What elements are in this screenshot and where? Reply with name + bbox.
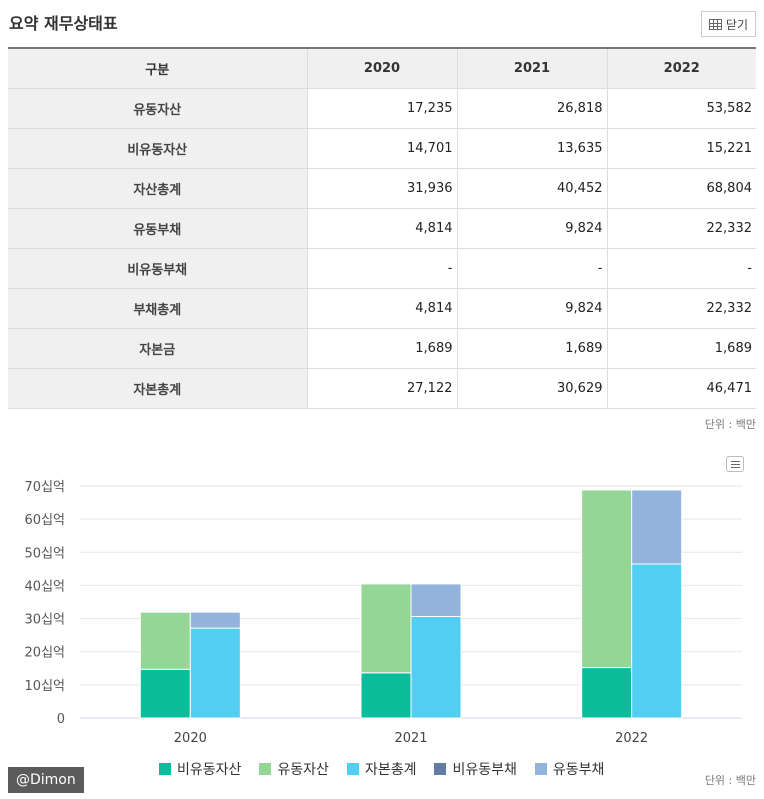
table-cell: 68,804 <box>606 168 756 209</box>
legend-label: 유동자산 <box>277 762 329 778</box>
legend-swatch <box>259 763 272 775</box>
table-cell: - <box>306 248 457 289</box>
table-row: 비유동자산 14,701 13,635 15,221 <box>8 128 756 169</box>
legend-swatch <box>534 763 547 775</box>
table-cell: 27,122 <box>306 368 457 409</box>
table-cell: 9,824 <box>456 208 607 249</box>
table-row: 유동자산 17,235 26,818 53,582 <box>8 88 756 129</box>
table-cell: 53,582 <box>606 88 756 129</box>
balance-sheet-table: 구분 2020 2021 2022 유동자산 17,235 26,818 53,582… <box>8 47 756 409</box>
bar-유동자산[interactable] <box>360 583 412 674</box>
x-tick-label: 2020 <box>174 731 207 746</box>
bar-비유동자산[interactable] <box>360 672 412 719</box>
column-header: 구분 <box>8 47 307 89</box>
bar-유동부채[interactable] <box>189 611 241 629</box>
table-cell: 4,814 <box>306 288 457 329</box>
table-cell: 13,635 <box>456 128 607 169</box>
menu-icon <box>730 460 740 462</box>
table-header-row: 구분 2020 2021 2022 <box>8 47 756 89</box>
table-cell: 4,814 <box>306 208 457 249</box>
legend-item[interactable]: 유동부채 <box>534 759 605 779</box>
legend-item[interactable]: 유동자산 <box>259 759 329 779</box>
chart-legend: 비유동자산 유동자산 자본총계 비유동부채 유동부채 <box>159 759 604 779</box>
watermark: @Dimon <box>8 767 84 793</box>
table-row: 자본금 1,689 1,689 1,689 <box>8 328 756 369</box>
y-tick-label: 0 <box>57 712 65 727</box>
row-label: 비유동자산 <box>8 128 307 169</box>
bar-비유동자산[interactable] <box>581 667 633 719</box>
bar-유동자산[interactable] <box>581 489 633 669</box>
table-cell: 1,689 <box>456 328 607 369</box>
legend-swatch <box>434 763 447 775</box>
y-tick-label: 10십억 <box>25 679 65 694</box>
row-label: 자산총계 <box>8 168 307 209</box>
row-label: 유동부채 <box>8 208 307 249</box>
legend-swatch <box>346 763 359 775</box>
legend-label: 비유동부채 <box>452 762 517 778</box>
row-label: 비유동부채 <box>8 248 307 289</box>
table-row: 비유동부채 - - - <box>8 248 756 289</box>
row-label: 유동자산 <box>8 88 307 129</box>
table-cell: 22,332 <box>606 288 756 329</box>
legend-label: 비유동자산 <box>177 762 242 778</box>
table-row: 자본총계 27,122 30,629 46,471 <box>8 368 756 409</box>
table-cell: - <box>456 248 607 289</box>
y-tick-label: 30십억 <box>25 613 65 628</box>
table-cell: 40,452 <box>456 168 607 209</box>
bar-비유동자산[interactable] <box>139 668 191 719</box>
table-cell: 1,689 <box>306 328 457 369</box>
legend-item[interactable]: 비유동부채 <box>434 759 517 779</box>
table-cell: 31,936 <box>306 168 457 209</box>
column-header: 2021 <box>456 47 607 89</box>
table-icon <box>708 18 722 30</box>
bar-유동부채[interactable] <box>631 489 683 565</box>
x-tick-label: 2021 <box>394 731 427 746</box>
unit-label: 단위 : 백만 <box>704 418 756 431</box>
column-header: 2020 <box>306 47 457 89</box>
y-tick-label: 60십억 <box>25 513 65 528</box>
chart-unit-label: 단위 : 백만 <box>704 774 756 787</box>
legend-item[interactable]: 비유동자산 <box>159 759 241 779</box>
row-label: 자본총계 <box>8 368 307 409</box>
chart-menu-button[interactable] <box>726 456 744 472</box>
row-label: 자본금 <box>8 328 307 369</box>
table-cell: 1,689 <box>606 328 756 369</box>
table-cell: 15,221 <box>606 128 756 169</box>
table-cell: 46,471 <box>606 368 756 409</box>
y-tick-label: 40십억 <box>25 579 65 594</box>
table-row: 부채총계 4,814 9,824 22,332 <box>8 288 756 329</box>
legend-item[interactable]: 자본총계 <box>346 759 417 779</box>
table-cell: 14,701 <box>306 128 457 169</box>
bar-유동자산[interactable] <box>139 611 191 670</box>
bar-자본총계[interactable] <box>410 615 462 719</box>
legend-label: 자본총계 <box>364 762 417 778</box>
table-cell: 26,818 <box>456 88 607 129</box>
table-cell: - <box>606 248 756 289</box>
page-title: 요약 재무상태표 <box>9 14 118 33</box>
close-button-label: 닫기 <box>725 17 748 32</box>
bar-유동부채[interactable] <box>410 583 462 617</box>
column-header: 2022 <box>606 47 756 89</box>
close-button[interactable]: 닫기 <box>700 11 756 37</box>
y-tick-label: 50십억 <box>25 546 65 561</box>
bar-자본총계[interactable] <box>189 627 241 719</box>
y-tick-label: 20십억 <box>25 646 65 661</box>
table-cell: 17,235 <box>306 88 457 129</box>
y-tick-label: 70십억 <box>25 480 65 495</box>
table-row: 유동부채 4,814 9,824 22,332 <box>8 208 756 249</box>
table-row: 자산총계 31,936 40,452 68,804 <box>8 168 756 209</box>
bar-자본총계[interactable] <box>631 563 683 719</box>
x-tick-label: 2022 <box>615 731 648 746</box>
table-cell: 30,629 <box>456 368 607 409</box>
legend-label: 유동부채 <box>552 762 605 778</box>
table-cell: 22,332 <box>606 208 756 249</box>
balance-sheet-chart: 0 10십억 20십억 30십억 40십억 50십억 60십억 70십억 2020 2021 202… <box>25 480 742 746</box>
legend-swatch <box>159 763 171 775</box>
row-label: 부채총계 <box>8 288 307 329</box>
table-cell: 9,824 <box>456 288 607 329</box>
